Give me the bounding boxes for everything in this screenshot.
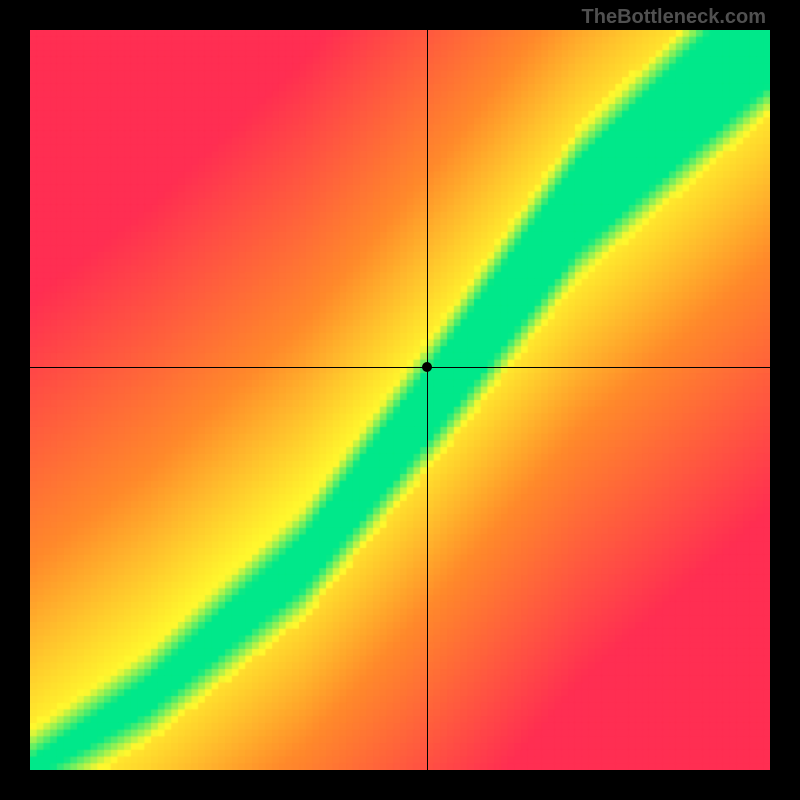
heatmap-canvas (30, 30, 770, 770)
crosshair-marker (422, 362, 432, 372)
plot-area (30, 30, 770, 770)
watermark-text: TheBottleneck.com (582, 6, 766, 29)
figure-frame: TheBottleneck.com (0, 0, 800, 800)
crosshair-horizontal (30, 367, 770, 368)
crosshair-vertical (427, 30, 428, 770)
